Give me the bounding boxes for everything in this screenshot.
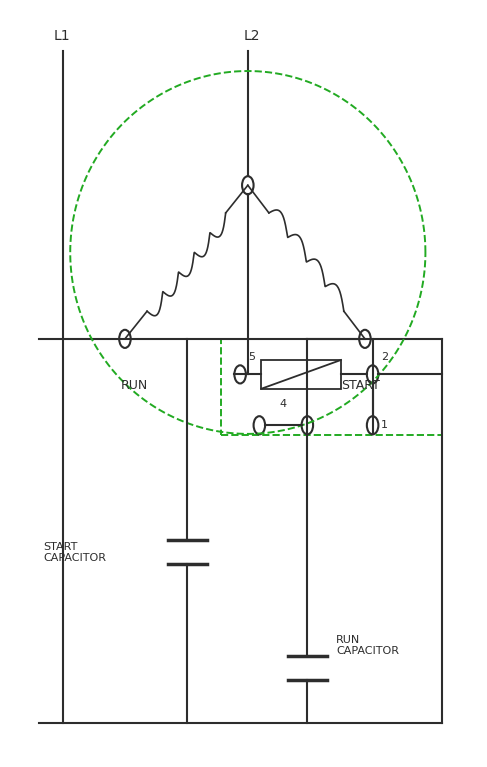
Text: L1: L1: [53, 29, 70, 44]
Bar: [261, 360, 341, 389]
Text: RUN: RUN: [121, 380, 148, 393]
Bar: [221, 339, 442, 435]
Text: 2: 2: [381, 351, 388, 362]
Text: 1: 1: [381, 420, 388, 430]
Text: START
CAPACITOR: START CAPACITOR: [43, 542, 106, 563]
Text: 4: 4: [280, 399, 287, 409]
Text: START: START: [341, 380, 380, 393]
Text: L2: L2: [243, 29, 260, 44]
Text: RUN
CAPACITOR: RUN CAPACITOR: [336, 635, 399, 657]
Text: 5: 5: [248, 351, 255, 362]
